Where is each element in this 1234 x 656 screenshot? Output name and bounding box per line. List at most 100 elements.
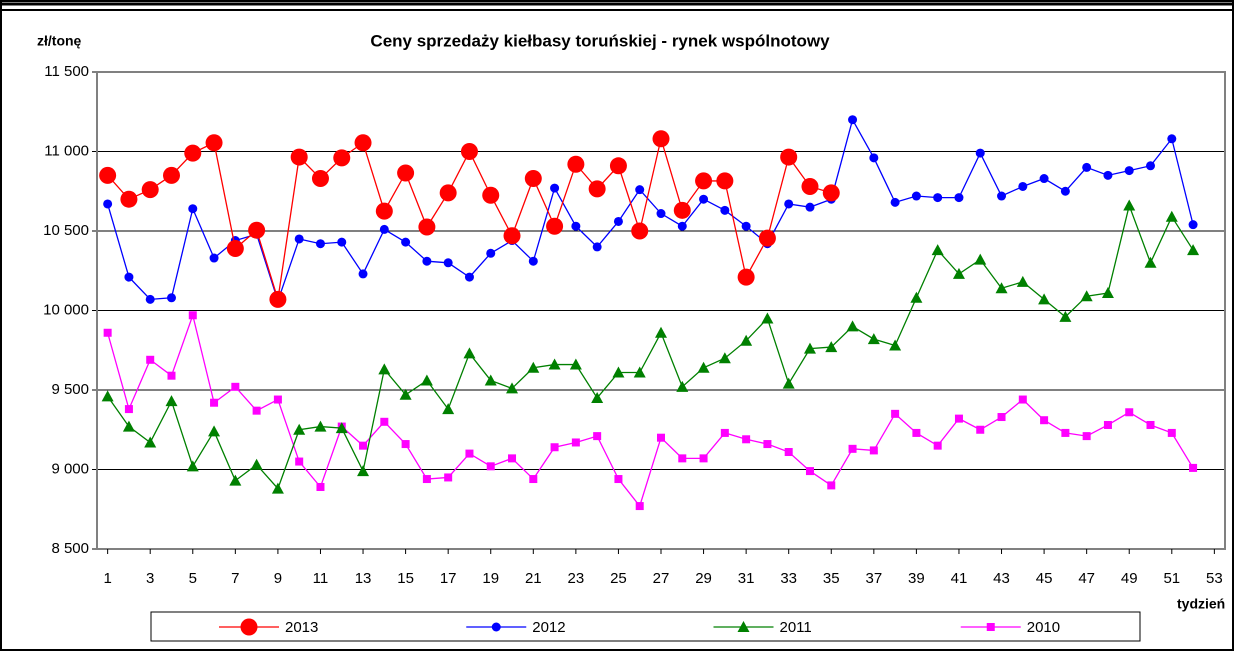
marker bbox=[1146, 161, 1156, 171]
marker bbox=[803, 342, 816, 354]
marker bbox=[442, 403, 455, 415]
y-tick-label: 11 500 bbox=[44, 63, 89, 80]
series bbox=[99, 130, 840, 308]
marker bbox=[848, 444, 857, 453]
marker bbox=[614, 475, 623, 484]
marker bbox=[269, 290, 287, 308]
marker bbox=[652, 130, 670, 148]
marker bbox=[1080, 290, 1093, 302]
marker bbox=[166, 293, 176, 303]
series-line bbox=[107, 312, 1194, 508]
marker bbox=[997, 191, 1007, 201]
marker bbox=[954, 193, 964, 203]
marker bbox=[124, 405, 133, 414]
marker bbox=[546, 217, 564, 235]
y-axis-label: zł/tonę bbox=[37, 33, 82, 49]
marker bbox=[422, 256, 432, 266]
marker bbox=[1123, 199, 1136, 211]
marker bbox=[677, 221, 687, 231]
marker bbox=[145, 294, 155, 304]
marker bbox=[571, 221, 581, 231]
marker bbox=[250, 458, 263, 470]
marker bbox=[205, 134, 223, 152]
marker bbox=[295, 457, 304, 466]
legend-marker bbox=[986, 623, 995, 631]
marker bbox=[231, 382, 240, 391]
marker bbox=[976, 425, 985, 434]
marker bbox=[1187, 244, 1200, 256]
marker bbox=[869, 446, 878, 455]
marker bbox=[758, 229, 776, 247]
marker bbox=[354, 134, 372, 152]
marker bbox=[1167, 134, 1177, 144]
x-tick-label: 39 bbox=[908, 570, 925, 587]
marker bbox=[443, 258, 453, 268]
marker bbox=[592, 242, 602, 252]
marker bbox=[635, 502, 644, 511]
marker bbox=[550, 443, 559, 452]
marker bbox=[506, 382, 519, 394]
marker bbox=[676, 380, 689, 392]
marker bbox=[1101, 287, 1114, 299]
marker bbox=[1165, 210, 1178, 222]
marker bbox=[1125, 408, 1134, 417]
marker bbox=[120, 190, 138, 208]
marker bbox=[273, 395, 282, 404]
marker bbox=[635, 185, 645, 195]
marker bbox=[805, 202, 815, 212]
marker bbox=[482, 186, 500, 204]
marker bbox=[1103, 420, 1112, 429]
marker bbox=[335, 422, 348, 434]
marker bbox=[508, 454, 517, 463]
legend-marker bbox=[240, 618, 258, 636]
marker bbox=[613, 216, 623, 226]
x-tick-label: 19 bbox=[482, 570, 499, 587]
marker bbox=[1144, 256, 1157, 268]
marker bbox=[311, 170, 329, 188]
marker bbox=[912, 428, 921, 437]
marker bbox=[1189, 463, 1198, 472]
marker bbox=[741, 221, 751, 231]
marker bbox=[1188, 220, 1198, 230]
marker bbox=[229, 474, 242, 486]
marker bbox=[848, 115, 858, 125]
marker bbox=[1039, 174, 1049, 184]
y-tick-label: 10 500 bbox=[43, 222, 89, 239]
marker bbox=[591, 391, 604, 403]
marker bbox=[486, 462, 495, 471]
marker bbox=[529, 475, 538, 484]
marker bbox=[186, 460, 199, 472]
legend-marker bbox=[491, 622, 501, 632]
marker bbox=[359, 441, 368, 450]
marker bbox=[103, 328, 112, 337]
marker bbox=[527, 361, 540, 373]
x-tick-label: 3 bbox=[146, 570, 154, 587]
marker bbox=[720, 428, 729, 437]
y-tick-label: 8 500 bbox=[51, 540, 89, 557]
x-tick-label: 31 bbox=[738, 570, 755, 587]
x-tick-label: 33 bbox=[780, 570, 797, 587]
marker bbox=[141, 181, 159, 199]
x-tick-label: 47 bbox=[1078, 570, 1095, 587]
marker bbox=[1016, 275, 1029, 287]
marker bbox=[380, 417, 389, 426]
marker bbox=[1103, 170, 1113, 180]
marker bbox=[891, 409, 900, 418]
x-tick-label: 49 bbox=[1121, 570, 1138, 587]
marker bbox=[954, 414, 963, 423]
marker bbox=[1146, 420, 1155, 429]
marker bbox=[1060, 186, 1070, 196]
marker bbox=[846, 320, 859, 332]
marker bbox=[460, 143, 478, 160]
marker bbox=[910, 291, 923, 303]
x-tick-label: 25 bbox=[610, 570, 627, 587]
x-tick-label: 7 bbox=[231, 570, 239, 587]
marker bbox=[401, 237, 411, 247]
marker bbox=[633, 366, 646, 378]
chart-title: Ceny sprzedaży kiełbasy toruńskiej - ryn… bbox=[370, 31, 830, 50]
marker bbox=[995, 282, 1008, 294]
marker bbox=[1040, 416, 1049, 425]
marker bbox=[290, 148, 308, 166]
marker bbox=[248, 221, 266, 239]
marker bbox=[867, 333, 880, 345]
